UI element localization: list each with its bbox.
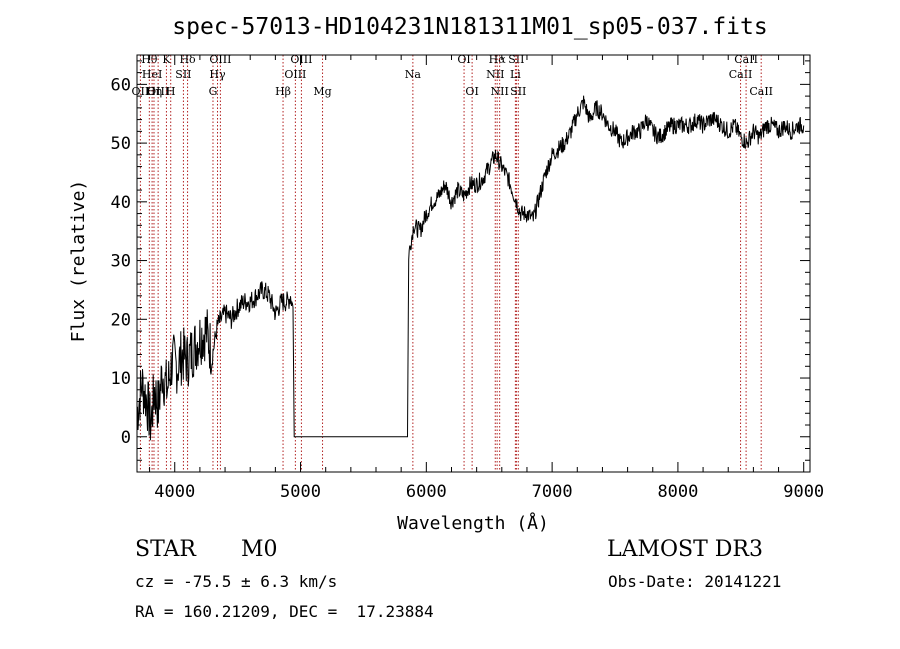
spectral-line-label: Hγ	[209, 68, 226, 81]
spectral-line-label: Mg	[313, 85, 331, 98]
x-tick-label: 7000	[532, 482, 573, 502]
object-subclass: M0	[241, 537, 278, 562]
x-tick-label: 5000	[280, 482, 321, 502]
chart-title: spec-57013-HD104231N181311M01_sp05-037.f…	[172, 14, 767, 40]
survey-name: LAMOST DR3	[607, 537, 763, 562]
spectral-line-label: Hδ	[179, 53, 196, 66]
axis-ticks-layer: 4000 5000 6000 7000 8000 9000 0 10 20 30 40 50 60	[111, 55, 824, 502]
object-type: STAR	[135, 537, 196, 562]
spectrum-series	[136, 95, 805, 441]
spectral-line-label: HeI	[142, 68, 162, 81]
x-tick-label: 4000	[154, 482, 195, 502]
spectral-line-label: OIII	[290, 53, 312, 66]
y-tick-label: 0	[121, 428, 131, 448]
spectral-line-label: CaII	[729, 68, 753, 81]
spectral-line-label: NII	[486, 68, 504, 81]
plot-frame	[136, 54, 811, 473]
y-tick-label: 20	[111, 310, 131, 330]
spectral-line-label: Li	[510, 68, 521, 81]
spectral-line-label: SII	[510, 85, 526, 98]
spectral-line-label: K	[162, 53, 171, 66]
spectral-line-label: OI	[465, 85, 478, 98]
spectral-line-label: SII	[175, 68, 191, 81]
x-axis-label: Wavelength (Å)	[397, 512, 549, 534]
y-axis-label: Flux (relative)	[68, 180, 89, 343]
spectral-line-label: OIII	[147, 85, 169, 98]
spectral-line-label: OIII	[209, 53, 231, 66]
spectral-line-label: H	[166, 85, 176, 98]
x-tick-label: 6000	[406, 482, 447, 502]
x-tick-label: 9000	[783, 482, 824, 502]
y-tick-label: 30	[111, 252, 131, 272]
spectral-line-label: OI	[457, 53, 470, 66]
y-tick-label: 10	[111, 369, 131, 389]
y-tick-label: 60	[111, 75, 131, 95]
spectral-lines-layer: OIIHθHeIHηOIIIKHSIIHδGHγOIIIHβOIIIOIIIMg…	[132, 53, 773, 472]
spectral-line-label: OII	[132, 85, 150, 98]
y-tick-label: 40	[111, 193, 131, 213]
spectral-line-label: Na	[405, 68, 422, 81]
coordinates: RA = 160.21209, DEC = 17.23884	[135, 602, 434, 621]
observation-date: Obs-Date: 20141221	[608, 572, 782, 591]
spectral-line-label: Hβ	[275, 85, 291, 98]
x-tick-label: 8000	[657, 482, 698, 502]
spectral-line-label: G	[209, 85, 218, 98]
spectral-line-label: OIII	[284, 68, 306, 81]
spectral-line-label: SII	[508, 53, 524, 66]
spectral-line-label: CaII	[734, 53, 758, 66]
spectral-line-label: NII	[491, 85, 509, 98]
y-tick-label: 50	[111, 134, 131, 154]
redshift-cz: cz = -75.5 ± 6.3 km/s	[135, 572, 338, 591]
spectral-line-label: CaII	[749, 85, 773, 98]
